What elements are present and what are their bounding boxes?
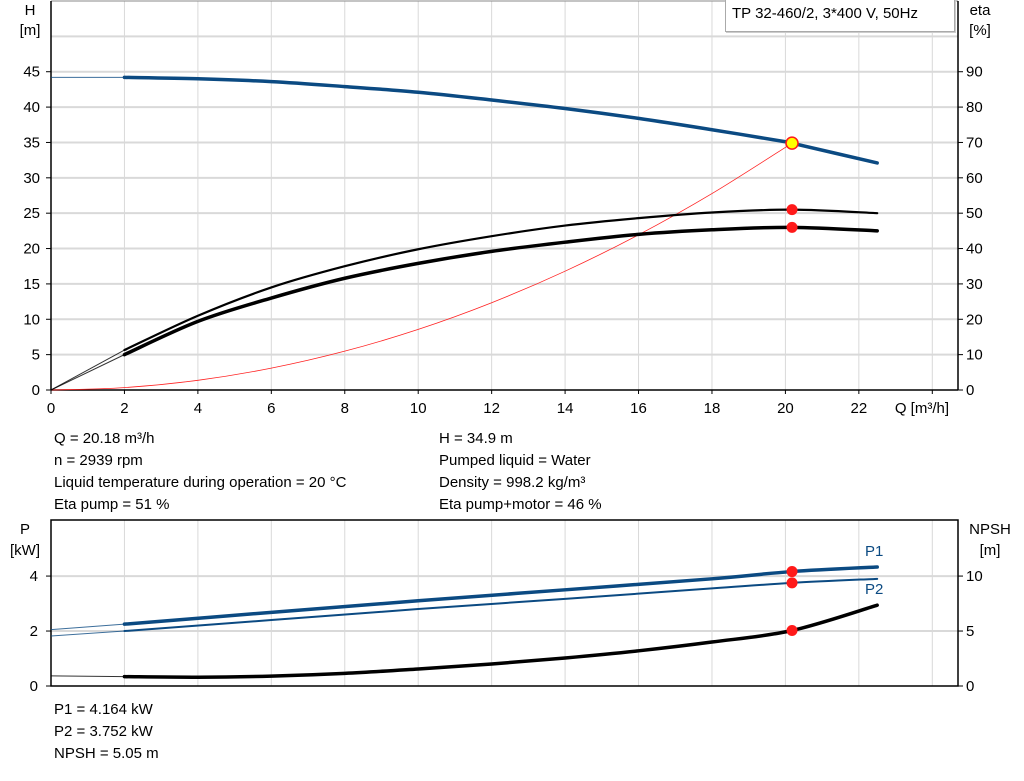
head-curve [122,75,879,165]
x-tick-label: 16 [630,400,647,417]
x-tick-label: 8 [341,400,349,417]
y-tick-label-right: 40 [966,241,983,258]
info-eta-pump: Eta pump = 51 % [54,496,170,513]
info-eta-pump-motor: Eta pump+motor = 46 % [439,496,602,513]
p2-curve [123,577,879,633]
info-liquid: Pumped liquid = Water [439,452,591,469]
y-tick-label-right: 60 [966,170,983,187]
info-head: H = 34.9 m [439,430,513,447]
y-tick-label-right: 0 [966,678,974,695]
x-tick-label: 10 [410,400,427,417]
y-axis-label-left: H [25,2,36,19]
npsh-curve [122,603,879,679]
duty-point-marker [785,136,799,150]
p2-series-label: P2 [865,581,883,598]
info-density: Density = 998.2 kg/m³ [439,474,586,491]
y-tick-label-left: 10 [23,311,40,328]
x-tick-label: 18 [704,400,721,417]
y-tick-label-right: 10 [966,568,983,585]
p1-series-label: P1 [865,543,883,560]
info-p2: P2 = 3.752 kW [54,723,153,740]
info-npsh: NPSH = 5.05 m [54,745,159,762]
eta-pump-curve-extension [50,349,125,391]
x-tick-label: 0 [47,400,55,417]
info-temperature: Liquid temperature during operation = 20… [54,474,347,491]
eta-pump-motor-curve [122,225,879,357]
operating-point-marker [786,566,798,578]
y-tick-label-left: 0 [30,678,38,695]
y-tick-label-right: 5 [966,623,974,640]
y-tick-label-left: 35 [23,134,40,151]
x-tick-label: 20 [777,400,794,417]
p1-curve-extension [50,623,125,631]
y-tick-label-left: 0 [32,382,40,399]
y-tick-label-right: 80 [966,99,983,116]
operating-point-marker [786,577,798,589]
y-tick-label-right: 0 [966,382,974,399]
y-tick-label-left: 30 [23,170,40,187]
y-axis-unit-right: [m] [980,542,1001,559]
p2-curve-extension [50,630,125,637]
y-tick-label-left: 20 [23,241,40,258]
y-tick-label-left: 4 [30,568,38,585]
x-tick-label: 22 [851,400,868,417]
p1-curve [122,565,879,626]
y-axis-label-right: eta [970,2,992,19]
eta-pump-curve [123,208,879,352]
y-tick-label-right: 30 [966,276,983,293]
eta-pump-motor-curve-extension [50,354,125,391]
y-tick-label-left: 15 [23,276,40,293]
y-axis-label-right: NPSH [969,521,1011,538]
power-plot-frame [50,519,959,687]
y-axis-unit-right: [%] [969,22,991,39]
x-tick-label: 6 [267,400,275,417]
x-axis-label: Q [m³/h] [895,400,949,417]
y-tick-label-left: 45 [23,64,40,81]
y-tick-label-left: 5 [32,347,40,364]
y-tick-label-right: 10 [966,347,983,364]
x-tick-label: 14 [557,400,574,417]
x-tick-label: 2 [120,400,128,417]
info-p1: P1 = 4.164 kW [54,701,153,718]
info-bottom: P1 = 4.164 kW P2 = 3.752 kW NPSH = 5.05 … [54,699,159,765]
info-left: Q = 20.18 m³/h n = 2939 rpm Liquid tempe… [54,428,346,516]
y-tick-label-right: 90 [966,64,983,81]
info-right: H = 34.9 m Pumped liquid = Water Density… [439,428,602,516]
pump-title: TP 32-460/2, 3*400 V, 50Hz [732,5,918,22]
info-speed: n = 2939 rpm [54,452,143,469]
npsh-curve-extension [50,675,125,678]
x-tick-label: 4 [194,400,202,417]
y-tick-label-left: 25 [23,205,40,222]
y-tick-label-right: 50 [966,205,983,222]
system-curve [50,142,793,391]
y-axis-unit-left: [m] [20,22,41,39]
y-tick-label-left: 2 [30,623,38,640]
x-tick-label: 12 [483,400,500,417]
operating-point-marker [786,204,798,216]
y-tick-label-right: 20 [966,311,983,328]
info-flow: Q = 20.18 m³/h [54,430,155,447]
y-tick-label-right: 70 [966,134,983,151]
y-axis-label-left: P [20,521,30,538]
operating-point-marker [786,624,798,636]
y-tick-label-left: 40 [23,99,40,116]
pump-title-box: TP 32-460/2, 3*400 V, 50Hz [725,0,955,32]
y-axis-unit-left: [kW] [10,542,40,559]
operating-point-marker [786,221,798,233]
